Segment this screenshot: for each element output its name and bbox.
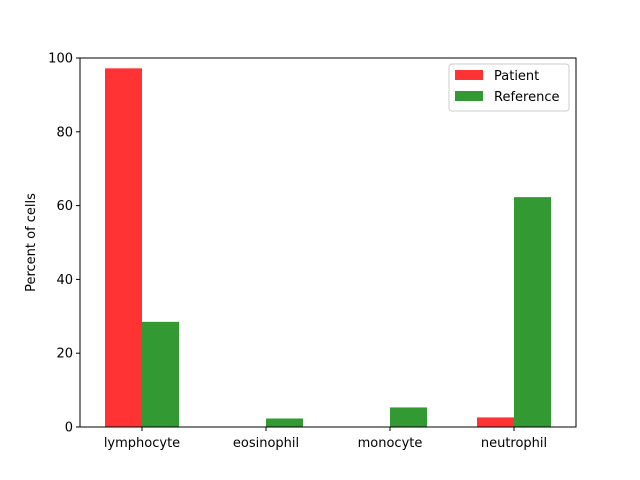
- bar-reference-lymphocyte: [142, 321, 179, 427]
- y-axis-label: Percent of cells: [24, 193, 39, 292]
- legend-label-reference: Reference: [494, 90, 559, 105]
- bar-reference-eosinophil: [266, 418, 303, 427]
- legend-swatch-patient: [455, 70, 483, 80]
- legend-swatch-reference: [455, 91, 483, 101]
- x-tick-label: neutrophil: [481, 436, 547, 451]
- y-tick-label: 0: [65, 421, 73, 436]
- bars-layer: [105, 68, 551, 427]
- y-tick-label: 20: [56, 347, 73, 362]
- bar-reference-neutrophil: [514, 197, 551, 427]
- y-tick-label: 100: [48, 52, 73, 67]
- x-axis: lymphocyte eosinophil monocyte neutrophil: [104, 427, 547, 451]
- legend-label-patient: Patient: [494, 69, 539, 84]
- y-tick-label: 60: [56, 199, 73, 214]
- y-tick-label: 40: [56, 273, 73, 288]
- bar-reference-monocyte: [390, 407, 427, 427]
- y-axis: 0 20 40 60 80 100: [48, 52, 80, 436]
- x-tick-label: monocyte: [358, 436, 423, 451]
- plot-frame: [79, 57, 577, 428]
- x-tick-label: eosinophil: [233, 436, 299, 451]
- bar-patient-lymphocyte: [105, 68, 142, 427]
- bar-patient-neutrophil: [477, 417, 514, 427]
- legend: Patient Reference: [448, 63, 570, 112]
- y-tick-label: 80: [56, 125, 73, 140]
- x-tick-label: lymphocyte: [104, 436, 180, 451]
